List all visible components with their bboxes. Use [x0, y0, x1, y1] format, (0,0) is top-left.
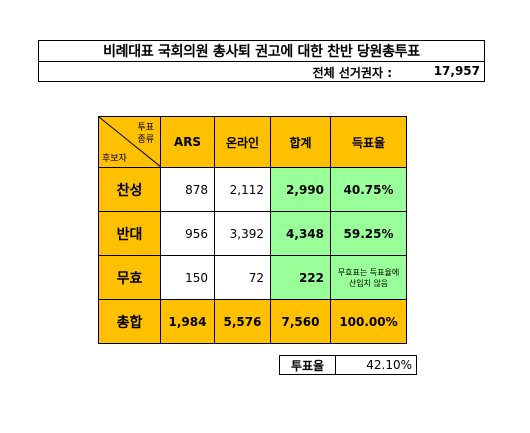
cell-online: 72 [214, 255, 271, 300]
cell-online: 3,392 [214, 211, 271, 256]
voters-label: 전체 선거권자 : [312, 66, 392, 80]
table-header-row: 투표 종류 후보자 ARS 온라인 합계 득표율 [98, 116, 407, 168]
turnout-value: 42.10% [335, 355, 417, 375]
row-label: 찬성 [98, 167, 161, 212]
cell-ars: 150 [160, 255, 215, 300]
table-row-sum: 총합 1,984 5,576 7,560 100.00% [98, 299, 407, 344]
row-label: 무효 [98, 255, 161, 300]
turnout-label: 투표율 [279, 355, 336, 375]
corner-header-cell: 투표 종류 후보자 [98, 116, 161, 168]
header-ars: ARS [160, 116, 215, 168]
cell-total: 4,348 [270, 211, 331, 256]
row-label: 총합 [98, 299, 161, 344]
cell-ars: 956 [160, 211, 215, 256]
cell-online: 2,112 [214, 167, 271, 212]
voters-value: 17,957 [433, 64, 480, 78]
corner-label-type: 종류 [137, 135, 154, 145]
header-rate: 득표율 [330, 116, 407, 168]
corner-label-vote: 투표 [137, 123, 154, 133]
table-row-oppose: 반대 956 3,392 4,348 59.25% [98, 211, 407, 256]
header-online: 온라인 [214, 116, 271, 168]
cell-total: 222 [270, 255, 331, 300]
voters-row: 전체 선거권자 : 17,957 [38, 62, 485, 82]
cell-ars: 878 [160, 167, 215, 212]
cell-ars: 1,984 [160, 299, 215, 344]
cell-rate: 100.00% [330, 299, 407, 344]
row-label: 반대 [98, 211, 161, 256]
document-title: 비례대표 국회의원 총사퇴 권고에 대한 찬반 당원총투표 [38, 40, 485, 62]
table-row-invalid: 무효 150 72 222 무효표는 득표율에 산입치 않음 [98, 255, 407, 300]
cell-rate-note: 무효표는 득표율에 산입치 않음 [330, 255, 407, 300]
corner-label-candidate: 후보자 [102, 154, 127, 164]
cell-rate: 40.75% [330, 167, 407, 212]
cell-rate: 59.25% [330, 211, 407, 256]
cell-online: 5,576 [214, 299, 271, 344]
cell-total: 7,560 [270, 299, 331, 344]
table-row-approve: 찬성 878 2,112 2,990 40.75% [98, 167, 407, 212]
diagonal-line [99, 117, 160, 167]
cell-total: 2,990 [270, 167, 331, 212]
vote-result-table: 투표 종류 후보자 ARS 온라인 합계 득표율 찬성 878 2,112 2,… [98, 116, 407, 344]
header-total: 합계 [270, 116, 331, 168]
